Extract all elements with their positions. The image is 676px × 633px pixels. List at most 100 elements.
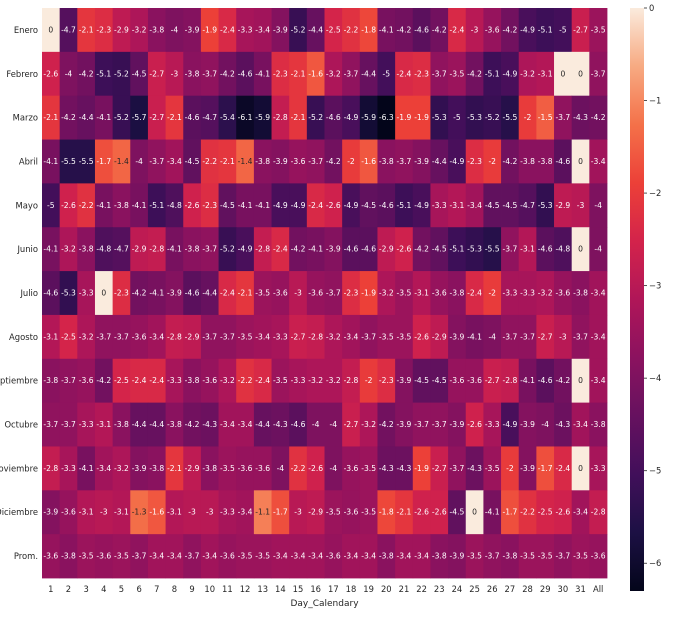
heatmap-cell bbox=[554, 95, 573, 140]
heatmap-cell bbox=[130, 358, 149, 404]
cell-value-label: -2.1 bbox=[291, 69, 306, 78]
heatmap-cell bbox=[536, 139, 555, 184]
heatmap-cell bbox=[571, 490, 590, 535]
heatmap-cell bbox=[554, 490, 573, 535]
heatmap-cell bbox=[253, 95, 272, 140]
y-tick-label: Enero bbox=[14, 25, 38, 35]
heatmap-cell bbox=[253, 314, 272, 360]
cell-value-label: -3.3 bbox=[432, 201, 447, 210]
heatmap-cell bbox=[324, 314, 343, 360]
heatmap-cell bbox=[501, 183, 520, 228]
heatmap-cell bbox=[501, 314, 520, 360]
cell-value-label: -3.5 bbox=[520, 552, 535, 561]
cell-value-label: -3.4 bbox=[149, 552, 164, 561]
cell-value-label: -3.4 bbox=[255, 332, 270, 341]
cell-value-label: -3.4 bbox=[238, 508, 253, 517]
heatmap-cell bbox=[42, 227, 61, 272]
heatmap-cell bbox=[589, 490, 608, 535]
heatmap-cell bbox=[448, 402, 467, 447]
heatmap-cell bbox=[448, 271, 467, 316]
heatmap-cell bbox=[183, 314, 202, 360]
cell-value-label: -2.9 bbox=[185, 332, 200, 341]
heatmap-cell bbox=[77, 51, 96, 97]
cell-value-label: -4.5 bbox=[432, 376, 447, 385]
heatmap-cell bbox=[324, 8, 343, 53]
heatmap-cell bbox=[165, 183, 184, 228]
cell-value-label: -3.4 bbox=[202, 552, 217, 561]
heatmap-cell bbox=[77, 358, 96, 404]
cell-value-label: -2.2 bbox=[79, 201, 94, 210]
cell-value-label: -3.2 bbox=[132, 25, 147, 34]
cell-value-label: -4.7 bbox=[202, 113, 217, 122]
cell-value-label: -3.7 bbox=[520, 332, 535, 341]
cell-value-label: -3.7 bbox=[450, 464, 465, 473]
x-tick-label: 29 bbox=[540, 584, 551, 594]
cell-value-label: -3.8 bbox=[149, 464, 164, 473]
cell-value-label: -5.3 bbox=[61, 289, 76, 298]
cell-value-label: -3.9 bbox=[273, 25, 288, 34]
cell-value-label: -3.7 bbox=[502, 245, 517, 254]
heatmap-cell bbox=[253, 358, 272, 404]
cell-value-label: -4.5 bbox=[432, 245, 447, 254]
cell-value-label: -2.1 bbox=[167, 464, 182, 473]
heatmap-cell bbox=[112, 534, 131, 579]
cell-value-label: -3.7 bbox=[485, 552, 500, 561]
heatmap-cell bbox=[412, 446, 431, 491]
heatmap-cell bbox=[589, 183, 608, 228]
cell-value-label: -4.1 bbox=[96, 201, 111, 210]
heatmap-cell bbox=[412, 358, 431, 404]
cell-value-label: -4.1 bbox=[255, 201, 270, 210]
cell-value-label: -3.5 bbox=[114, 552, 129, 561]
cell-value-label: -2 bbox=[488, 289, 496, 298]
heatmap-cell bbox=[518, 534, 537, 579]
heatmap-cell bbox=[130, 227, 149, 272]
cell-value-label: -2.8 bbox=[255, 245, 270, 254]
cell-value-label: -3.3 bbox=[291, 376, 306, 385]
heatmap-cell bbox=[342, 227, 361, 272]
x-tick-label: 18 bbox=[346, 584, 357, 594]
heatmap-cell bbox=[289, 314, 308, 360]
x-tick-label: 4 bbox=[101, 584, 106, 594]
heatmap-cell bbox=[218, 51, 237, 97]
heatmap-cell bbox=[571, 271, 590, 316]
x-tick-label: 21 bbox=[399, 584, 410, 594]
heatmap-cell bbox=[430, 8, 449, 53]
cell-value-label: -3 bbox=[294, 508, 302, 517]
cell-value-label: -3.3 bbox=[238, 25, 253, 34]
x-tick-label: 9 bbox=[189, 584, 194, 594]
cell-value-label: -2.6 bbox=[61, 201, 76, 210]
cell-value-label: -4.3 bbox=[202, 420, 217, 429]
heatmap-cell bbox=[183, 271, 202, 316]
heatmap-cell bbox=[518, 227, 537, 272]
cell-value-label: -2.3 bbox=[379, 376, 394, 385]
heatmap-cell bbox=[359, 271, 378, 316]
cell-value-label: -2 bbox=[488, 157, 496, 166]
heatmap-cell bbox=[359, 402, 378, 447]
heatmap-cell bbox=[112, 271, 131, 316]
cell-value-label: -3.3 bbox=[273, 332, 288, 341]
heatmap-cell bbox=[448, 183, 467, 228]
cell-value-label: -3.6 bbox=[96, 552, 111, 561]
cell-value-label: -3.2 bbox=[326, 376, 341, 385]
cell-value-label: -3.1 bbox=[167, 508, 182, 517]
cell-value-label: -3.4 bbox=[167, 552, 182, 561]
heatmap-cell bbox=[77, 446, 96, 491]
heatmap-cell bbox=[94, 314, 114, 360]
cell-value-label: -4.6 bbox=[238, 69, 253, 78]
colorbar-tick-label: 0 bbox=[649, 3, 654, 13]
x-tick-label: 6 bbox=[136, 584, 141, 594]
cell-value-label: -3.5 bbox=[485, 464, 500, 473]
heatmap-cell bbox=[130, 95, 149, 140]
heatmap-cell bbox=[42, 534, 61, 579]
cell-value-label: -4.4 bbox=[79, 113, 94, 122]
cell-value-label: -4.5 bbox=[220, 201, 235, 210]
cell-value-label: -3.7 bbox=[502, 332, 517, 341]
heatmap-cell bbox=[571, 534, 590, 579]
cell-value-label: -4.5 bbox=[414, 376, 429, 385]
heatmap-cell bbox=[342, 271, 361, 316]
heatmap-cell bbox=[147, 95, 166, 140]
heatmap-cell bbox=[253, 402, 272, 447]
cell-value-label: -1.7 bbox=[96, 157, 111, 166]
heatmap-cell bbox=[465, 446, 484, 491]
x-tick-label: 14 bbox=[275, 584, 286, 594]
